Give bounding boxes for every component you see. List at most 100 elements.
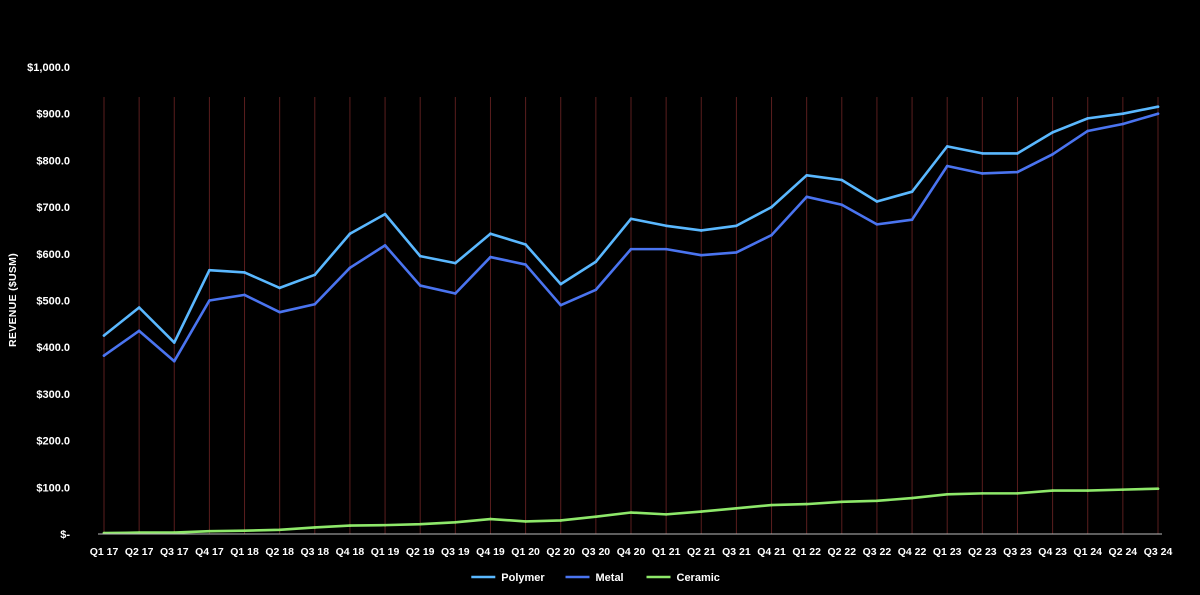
data-point <box>805 502 808 506</box>
data-point <box>348 232 352 236</box>
y-axis: $- $100.0 $200.0 $300.0 $400.0 $500.0 $600.0 $7… <box>27 62 70 541</box>
data-point <box>383 244 387 247</box>
data-point <box>454 261 457 265</box>
y-tick-label: $1,000.0 <box>27 62 70 74</box>
x-tick-label: Q4 22 <box>898 546 927 558</box>
legend-label: Metal <box>596 572 624 584</box>
series-ceramic <box>102 487 1160 535</box>
data-point <box>524 520 527 523</box>
data-point <box>172 531 176 534</box>
data-point <box>243 529 246 533</box>
data-point <box>278 310 281 314</box>
x-tick-label: Q4 20 <box>617 546 646 558</box>
data-point <box>945 493 949 496</box>
series-metal <box>102 112 1160 363</box>
y-axis-title: REVENUE ($USM) <box>7 253 19 347</box>
x-tick-label: Q3 21 <box>722 546 751 558</box>
data-point <box>559 519 563 522</box>
data-point <box>524 243 527 246</box>
data-point <box>1156 112 1160 115</box>
vertical-gridlines <box>103 97 1159 534</box>
data-point <box>594 260 598 264</box>
x-tick-label: Q3 23 <box>1003 546 1032 558</box>
x-tick-label: Q2 20 <box>546 546 575 558</box>
x-tick-label: Q4 18 <box>336 546 365 558</box>
data-point <box>208 268 211 272</box>
data-point <box>981 172 984 175</box>
data-point <box>1051 131 1054 134</box>
data-point <box>559 282 563 286</box>
x-tick-label: Q3 24 <box>1144 546 1173 558</box>
data-point <box>981 152 984 155</box>
data-point <box>699 229 703 232</box>
x-tick-label: Q2 23 <box>968 546 997 558</box>
data-point <box>243 271 246 274</box>
y-tick-label: $200.0 <box>36 436 70 448</box>
data-point <box>102 334 106 337</box>
legend-item-ceramic: Ceramic <box>646 572 720 584</box>
data-point <box>1156 487 1160 491</box>
x-tick-label: Q4 19 <box>476 546 505 558</box>
data-point <box>137 329 141 333</box>
x-tick-label: Q2 19 <box>406 546 435 558</box>
data-point <box>489 517 492 521</box>
x-tick-label: Q4 17 <box>195 546 224 558</box>
data-point <box>1051 153 1054 156</box>
data-point <box>1086 129 1090 133</box>
data-point <box>313 273 317 277</box>
data-point <box>172 359 176 363</box>
y-tick-label: $800.0 <box>36 155 70 167</box>
data-point <box>1016 152 1019 155</box>
data-point <box>1156 105 1160 108</box>
x-tick-label: Q1 22 <box>792 546 821 558</box>
x-tick-label: Q1 23 <box>933 546 962 558</box>
data-point <box>945 145 949 148</box>
data-point <box>945 164 949 168</box>
x-tick-label: Q2 18 <box>265 546 294 558</box>
data-point <box>137 306 141 309</box>
data-point <box>208 299 211 302</box>
data-point <box>664 224 668 228</box>
y-tick-label: $600.0 <box>36 249 70 261</box>
data-point <box>875 499 879 503</box>
x-tick-label: Q2 22 <box>827 546 856 558</box>
data-point <box>735 251 738 254</box>
data-point <box>348 524 352 527</box>
data-point <box>875 223 879 226</box>
x-tick-label: Q3 22 <box>863 546 892 558</box>
data-point <box>278 528 281 532</box>
x-axis: Q1 17 Q2 17 Q3 17 Q4 17 Q1 18 Q2 18 Q3 18 Q4 18… <box>90 533 1173 558</box>
x-tick-label: Q2 24 <box>1109 546 1138 558</box>
data-point <box>1086 117 1090 120</box>
data-point <box>1121 112 1125 115</box>
x-tick-label: Q2 21 <box>687 546 716 558</box>
x-tick-label: Q1 17 <box>90 546 119 558</box>
y-tick-label: $900.0 <box>36 109 70 121</box>
data-point <box>770 503 773 507</box>
data-point <box>699 253 703 257</box>
x-tick-label: Q3 19 <box>441 546 470 558</box>
series-polymer <box>102 105 1160 344</box>
data-point <box>208 529 211 533</box>
data-point <box>735 224 738 228</box>
data-point <box>840 500 844 504</box>
y-tick-label: $400.0 <box>36 342 70 354</box>
legend-item-metal: Metal <box>565 572 624 584</box>
data-point <box>664 513 668 516</box>
data-point <box>981 492 984 495</box>
x-tick-label: Q1 21 <box>652 546 681 558</box>
legend-label: Polymer <box>501 572 545 584</box>
x-tick-label: Q3 17 <box>160 546 189 558</box>
data-point <box>1016 170 1019 174</box>
data-point <box>805 195 808 199</box>
x-tick-label: Q1 19 <box>371 546 400 558</box>
data-point <box>629 217 633 221</box>
data-point <box>910 218 914 222</box>
data-point <box>1086 489 1090 492</box>
x-tick-label: Q3 18 <box>300 546 329 558</box>
data-point <box>348 266 352 270</box>
data-point <box>735 507 738 510</box>
series-lines <box>102 105 1160 535</box>
data-point <box>454 292 457 295</box>
